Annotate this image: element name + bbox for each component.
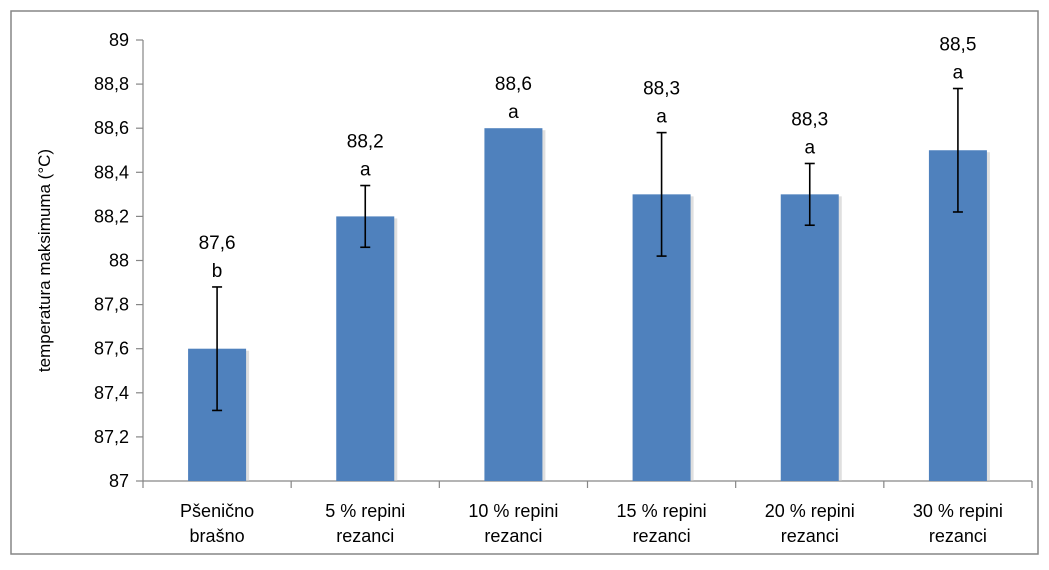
data-label: 88,3	[791, 109, 828, 130]
y-axis-title: temperatura maksimuma (°C)	[35, 149, 54, 372]
x-tick-label: 10 % repini	[468, 501, 558, 521]
group-letter-label: b	[212, 261, 223, 282]
y-tick-label: 87,4	[94, 383, 129, 403]
bar	[780, 194, 839, 481]
data-label: 88,6	[495, 74, 532, 95]
data-label: 88,3	[643, 79, 680, 100]
group-letter-label: a	[508, 102, 519, 123]
y-tick-label: 87,2	[94, 427, 129, 447]
bar	[336, 216, 395, 481]
y-tick-label: 88,6	[94, 118, 129, 138]
x-tick-label: Pšenično	[180, 501, 254, 521]
group-letter-label: a	[953, 63, 964, 84]
y-tick-label: 88,4	[94, 162, 129, 182]
x-tick-label: brašno	[190, 526, 245, 546]
data-label: 88,5	[939, 35, 976, 56]
data-label: 88,2	[347, 132, 384, 153]
group-letter-label: a	[656, 107, 667, 128]
x-tick-label: 30 % repini	[913, 501, 1003, 521]
x-tick-label: 15 % repini	[617, 501, 707, 521]
x-tick-label: 20 % repini	[765, 501, 855, 521]
y-tick-label: 88,2	[94, 206, 129, 226]
y-tick-label: 88	[109, 251, 129, 271]
x-tick-label: rezanci	[484, 526, 542, 546]
group-letter-label: a	[360, 160, 371, 181]
x-tick-label: rezanci	[781, 526, 839, 546]
x-tick-label: rezanci	[929, 526, 987, 546]
x-tick-label: rezanci	[336, 526, 394, 546]
x-tick-label: 5 % repini	[325, 501, 405, 521]
y-tick-label: 87,8	[94, 295, 129, 315]
y-tick-label: 89	[109, 30, 129, 50]
y-tick-label: 87,6	[94, 339, 129, 359]
group-letter-label: a	[804, 137, 815, 158]
bar	[484, 128, 543, 481]
data-label: 87,6	[199, 233, 236, 254]
y-tick-label: 87	[109, 471, 129, 491]
y-tick-label: 88,8	[94, 74, 129, 94]
x-tick-label: rezanci	[633, 526, 691, 546]
